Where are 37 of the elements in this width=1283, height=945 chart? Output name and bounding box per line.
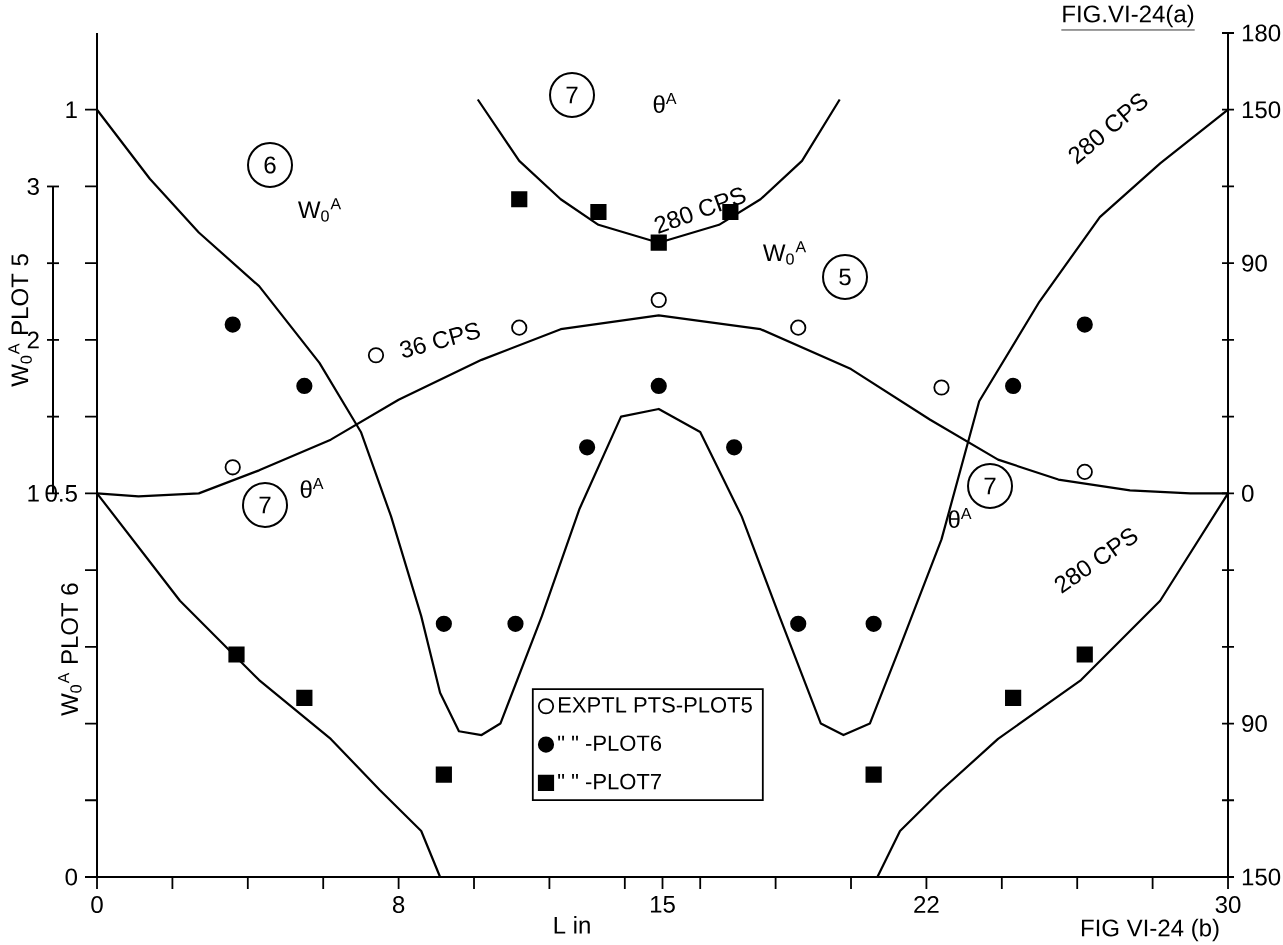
text: FIG VI-24 (b): [1081, 918, 1219, 942]
annotation: 7: [566, 86, 578, 104]
annotation: 7: [259, 496, 271, 514]
x-tick-label: 22: [914, 896, 939, 913]
y2-tick-label: 3: [27, 177, 39, 195]
y3-tick-label: 0: [1242, 484, 1254, 502]
annotation: θ$^{A}$: [300, 478, 324, 498]
annotation: θ$^{A}$: [653, 93, 677, 113]
legend-label: EXPTL PTS-PLOT5: [559, 697, 752, 713]
annotation: 7: [984, 477, 996, 495]
x-tick-label: 30: [1215, 896, 1241, 914]
annotation: W$_{0}$A: [297, 198, 342, 222]
y-tick-label: 0.5: [45, 484, 77, 502]
text: FIG.VI-24(a): [1063, 4, 1194, 28]
annotation: 6: [264, 156, 276, 174]
annotation: 5: [839, 268, 851, 286]
y-tick-label: 0: [65, 868, 78, 886]
annotation: 280 CPS: [654, 187, 746, 234]
annotation: 280 CPS: [1054, 528, 1138, 594]
annotation: W$_{0}$A: [762, 241, 807, 265]
y2-tick-label: 1: [28, 485, 39, 502]
y3-tick-label: 180: [1242, 24, 1281, 42]
x-tick-label: 0: [91, 896, 103, 914]
y3-tick-label: 90: [1242, 715, 1267, 733]
annotation: 36 CPS: [400, 322, 480, 358]
annotation: 280 CPS: [1068, 93, 1148, 165]
legend-label: " " -PLOT6: [558, 735, 662, 751]
x-tick-label: 15: [650, 896, 675, 913]
y3-tick-label: 150: [1242, 868, 1281, 886]
y-tick-label: 1: [66, 101, 77, 118]
y3-tick-label: 90: [1242, 254, 1267, 272]
y3-tick-label: 150: [1242, 101, 1281, 119]
y-axis-title: W$_{0}$$^{A}$ PLOT 6: [58, 583, 82, 716]
annotation: θ$^{A}$: [948, 508, 972, 528]
x-axis-title: L in: [554, 916, 590, 934]
x-tick-label: 8: [392, 896, 405, 914]
legend-label: " " -PLOT7: [558, 773, 661, 790]
